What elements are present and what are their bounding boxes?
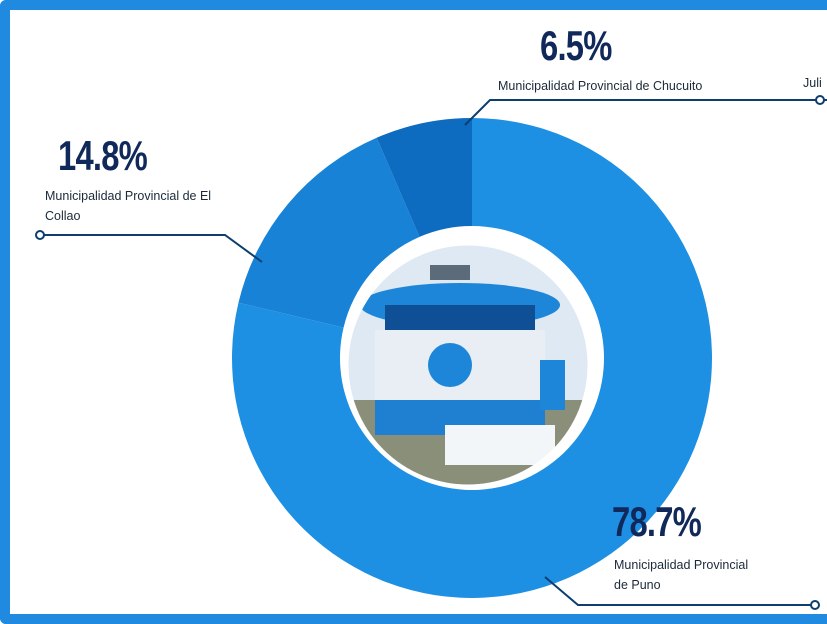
category-label: Municipalidad Provincial de Chucuito bbox=[498, 79, 703, 93]
slice bbox=[232, 118, 712, 598]
annotation: Juli bbox=[803, 76, 822, 90]
value-label: 78.7% bbox=[612, 498, 702, 545]
slice bbox=[376, 118, 472, 237]
value-label: 14.8% bbox=[58, 132, 148, 179]
center-photo bbox=[348, 245, 588, 485]
leader-lines bbox=[35, 95, 827, 610]
category-label: Municipalidad Provincial de El Collao bbox=[45, 189, 212, 223]
slice bbox=[238, 137, 420, 328]
photo-ring bbox=[345, 242, 591, 488]
category-label: Municipalidad Provincial de Puno bbox=[614, 558, 749, 592]
value-label: 6.5% bbox=[540, 22, 612, 69]
